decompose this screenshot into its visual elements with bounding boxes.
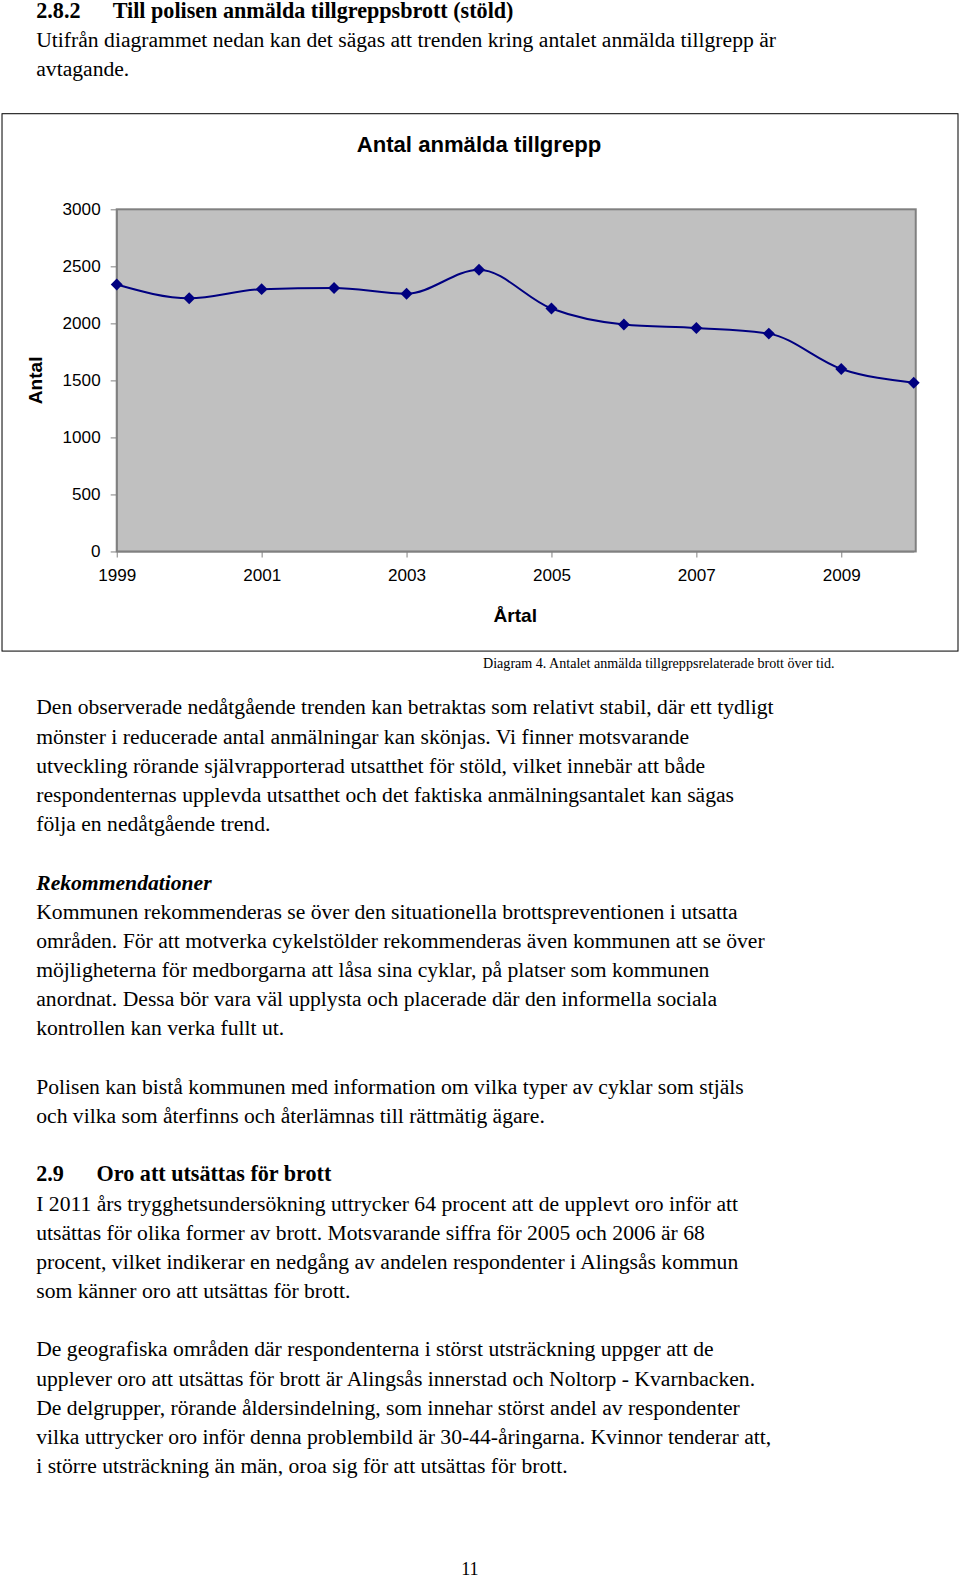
- data-point: [183, 292, 195, 304]
- paragraph-line: anordnat. Dessa bör vara väl upplysta oc…: [36, 987, 717, 1011]
- paragraph-line: De delgrupper, rörande åldersindelning, …: [36, 1396, 740, 1420]
- data-point: [618, 319, 630, 331]
- page-number: 11: [461, 1559, 478, 1578]
- tick-mark: [111, 551, 117, 552]
- chart-title: Antal anmälda tillgrepp: [357, 132, 602, 157]
- tick: 2000: [63, 314, 117, 333]
- data-point: [908, 377, 920, 389]
- axis-line: [117, 551, 914, 552]
- tick-mark: [111, 209, 117, 210]
- plot-area: [117, 209, 916, 551]
- paragraph-line: områden. För att motverka cykelstölder r…: [36, 929, 765, 953]
- heading: Till polisen anmälda tillgreppsbrott (st…: [113, 0, 514, 23]
- paragraph-line: möjligheterna för medborgarna att låsa s…: [36, 958, 709, 982]
- paragraph-line: vilka uttrycker oro inför denna problemb…: [36, 1425, 771, 1449]
- heading: Oro att utsättas för brott: [97, 1161, 332, 1186]
- tick-label: 2500: [63, 257, 101, 276]
- caption: Diagram 4. Antalet anmälda tillgreppsrel…: [483, 655, 834, 671]
- paragraph-line: I 2011 års trygghetsundersökning uttryck…: [36, 1192, 738, 1216]
- tick: 1000: [63, 428, 117, 447]
- paragraph-line: kontrollen kan verka fullt ut.: [36, 1016, 284, 1040]
- tick-label: 1000: [63, 428, 101, 447]
- data-point: [763, 328, 775, 340]
- tick: 3000: [63, 200, 117, 219]
- paragraph-line: Utifrån diagrammet nedan kan det sägas a…: [36, 28, 777, 52]
- chart: Antal anmälda tillgrepp Antal Årtal 1999 200…: [2, 114, 958, 651]
- tick-mark: [696, 551, 697, 557]
- paragraph-line: Den observerade nedåtgående trenden kan …: [36, 695, 773, 719]
- tick: 1999: [98, 551, 136, 585]
- paragraph-line: procent, vilket indikerar en nedgång av …: [36, 1250, 738, 1274]
- paragraph-line: mönster i reducerade antal anmälningar k…: [36, 725, 689, 749]
- tick: 2500: [63, 257, 117, 276]
- page-content: 2.8.2 Till polisen anmälda tillgreppsbrot…: [2, 0, 958, 1578]
- x-axis-title: Årtal: [493, 605, 537, 626]
- tick-mark: [111, 380, 117, 381]
- tick-mark: [111, 437, 117, 438]
- tick-label: 3000: [63, 200, 101, 219]
- tick-mark: [117, 551, 118, 557]
- chart-frame: [2, 114, 958, 651]
- tick-label: 0: [91, 542, 101, 561]
- paragraph-line: som känner oro att utsättas för brott.: [36, 1279, 350, 1303]
- paragraph-line: respondenternas upplevda utsatthet och d…: [36, 783, 734, 807]
- tick-label: 2000: [63, 314, 101, 333]
- y-axis-title: Antal: [25, 356, 46, 404]
- tick: 1500: [63, 371, 117, 390]
- paragraph-line: och vilka som återfinns och återlämnas t…: [36, 1104, 545, 1128]
- x-axis: 1999 2001 2003 2005 2007 2009: [98, 551, 914, 585]
- heading-number: 2.9: [36, 1161, 64, 1186]
- paragraph-line: avtagande.: [36, 57, 129, 81]
- marks: [111, 264, 920, 389]
- tick-mark: [111, 266, 117, 267]
- tick: 500: [72, 485, 117, 504]
- tick-label: 2005: [533, 566, 571, 585]
- tick: 2009: [823, 551, 861, 585]
- tick-mark: [551, 551, 552, 557]
- paragraph-line: följa en nedåtgående trend.: [36, 812, 270, 836]
- tick-mark: [262, 551, 263, 557]
- tick-mark: [111, 323, 117, 324]
- data-point: [328, 282, 340, 294]
- data-line: [117, 270, 914, 383]
- heading-number: 2.8.2: [36, 0, 80, 23]
- tick: 2007: [678, 551, 716, 585]
- page: 2.8.2 Till polisen anmälda tillgreppsbrot…: [0, 0, 960, 1578]
- axis-line: [117, 210, 118, 552]
- data-point: [473, 264, 485, 276]
- tick-label: 2001: [243, 566, 281, 585]
- tick: 2005: [533, 551, 571, 585]
- paragraph-line: i större utsträckning än män, oroa sig f…: [36, 1454, 567, 1478]
- paragraph-line: utveckling rörande självrapporterad utsa…: [36, 754, 705, 778]
- paragraph-line: De geografiska områden där respondentern…: [36, 1337, 713, 1361]
- tick-label: 1999: [98, 566, 136, 585]
- tick-mark: [407, 551, 408, 557]
- tick: 2003: [388, 551, 426, 585]
- data-point: [111, 279, 123, 291]
- data-point: [401, 288, 413, 300]
- y-axis: 0 500 1000 1500 2000 2500 3000: [63, 200, 118, 561]
- subheading: Rekommendationer: [35, 871, 212, 895]
- tick-mark: [111, 494, 117, 495]
- tick-label: 1500: [63, 371, 101, 390]
- tick-mark: [841, 551, 842, 557]
- data-point: [835, 363, 847, 375]
- paragraph-line: Kommunen rekommenderas se över den situa…: [36, 900, 738, 924]
- tick-label: 500: [72, 485, 101, 504]
- data-point: [690, 322, 702, 334]
- tick-label: 2003: [388, 566, 426, 585]
- tick: 0: [91, 542, 117, 561]
- paragraph-line: upplever oro att utsättas för brott är A…: [36, 1367, 755, 1391]
- data-point: [256, 283, 268, 295]
- tick-label: 2009: [823, 566, 861, 585]
- data-point: [545, 303, 557, 315]
- paragraph-line: utsättas för olika former av brott. Mots…: [36, 1221, 705, 1245]
- tick: 2001: [243, 551, 281, 585]
- paragraph-line: Polisen kan bistå kommunen med informati…: [36, 1075, 744, 1099]
- tick-label: 2007: [678, 566, 716, 585]
